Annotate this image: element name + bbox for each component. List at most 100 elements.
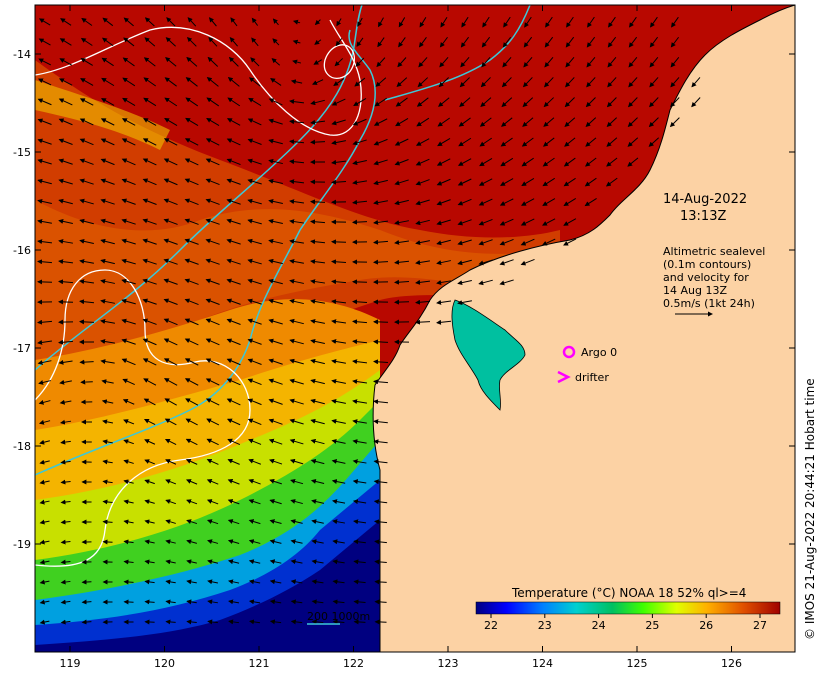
velocity-arrow (352, 359, 368, 365)
velocity-arrow (58, 118, 73, 126)
velocity-arrow (144, 479, 155, 485)
velocity-arrow (373, 359, 389, 365)
velocity-arrow (38, 58, 52, 66)
velocity-arrow (102, 499, 113, 505)
velocity-arrow (101, 379, 114, 385)
velocity-arrow (564, 117, 576, 127)
velocity-arrow (37, 198, 52, 204)
velocity-arrow (457, 158, 472, 166)
velocity-arrow (100, 178, 115, 185)
velocity-arrow (606, 157, 618, 167)
velocity-arrow (143, 57, 156, 67)
velocity-arrow (144, 37, 156, 47)
velocity-arrow (270, 77, 282, 86)
velocity-arrow (311, 619, 324, 625)
velocity-arrow (565, 56, 575, 68)
velocity-arrow (395, 97, 408, 107)
velocity-arrow (184, 338, 199, 346)
velocity-arrow (289, 99, 305, 105)
velocity-arrow (102, 419, 114, 425)
velocity-arrow (585, 117, 597, 127)
velocity-vectors (37, 16, 701, 625)
credit-text: © IMOS 21-Aug-2022 20:44:21 Hobart time (803, 378, 817, 640)
velocity-arrow (80, 57, 93, 66)
velocity-arrow (398, 17, 406, 28)
velocity-arrow (457, 280, 472, 286)
lon-tick-label: 126 (721, 657, 742, 670)
velocity-arrow (100, 98, 115, 106)
velocity-arrow (229, 37, 238, 47)
velocity-arrow (524, 16, 532, 28)
lat-tick-label: -18 (13, 440, 31, 453)
velocity-arrow (121, 118, 136, 126)
velocity-arrow (670, 36, 679, 48)
velocity-arrow (269, 499, 282, 505)
velocity-arrow (290, 478, 304, 485)
velocity-arrow (79, 138, 94, 146)
velocity-arrow (227, 559, 240, 565)
velocity-arrow (247, 358, 262, 365)
velocity-arrow (436, 239, 451, 246)
velocity-arrow (290, 619, 303, 625)
velocity-arrow (331, 259, 347, 265)
velocity-arrow (480, 77, 491, 88)
velocity-arrow (355, 57, 365, 67)
velocity-arrow (457, 198, 472, 206)
lat-tick-label: -16 (13, 244, 31, 257)
velocity-arrow (79, 259, 94, 264)
velocity-arrow (205, 358, 220, 366)
drifter-marker-icon (557, 370, 571, 384)
velocity-arrow (144, 539, 155, 545)
velocity-arrow (606, 97, 617, 108)
velocity-arrow (353, 519, 367, 525)
velocity-arrow (331, 339, 346, 344)
velocity-arrow (184, 238, 199, 245)
velocity-arrow (184, 278, 199, 285)
velocity-arrow (289, 179, 305, 185)
velocity-arrow (542, 198, 556, 206)
velocity-arrow (37, 98, 52, 106)
velocity-arrow (544, 36, 554, 48)
velocity-arrow (648, 137, 660, 147)
velocity-arrow (289, 159, 305, 165)
velocity-arrow (142, 138, 157, 146)
velocity-arrow (502, 56, 512, 68)
velocity-arrow (248, 539, 261, 545)
velocity-arrow (142, 218, 157, 225)
velocity-arrow (185, 418, 198, 426)
velocity-arrow (58, 198, 73, 205)
velocity-arrow (186, 499, 198, 505)
velocity-arrow (163, 178, 178, 186)
velocity-arrow (166, 17, 176, 27)
velocity-arrow (226, 258, 241, 265)
velocity-arrow (142, 338, 157, 346)
velocity-arrow (331, 140, 346, 146)
velocity-arrow (331, 159, 347, 165)
velocity-arrow (479, 157, 493, 167)
velocity-arrow (585, 97, 596, 108)
colorbar-ticks: 22 23 24 25 26 27 (484, 614, 767, 632)
velocity-arrow (272, 38, 280, 46)
velocity-arrow (207, 56, 219, 67)
velocity-arrow (102, 479, 113, 485)
velocity-arrow (332, 579, 345, 585)
velocity-arrow (415, 279, 431, 285)
velocity-arrow (586, 56, 596, 68)
velocity-arrow (353, 559, 366, 565)
velocity-arrow (226, 378, 241, 386)
velocity-arrow (373, 339, 389, 345)
velocity-arrow (248, 77, 261, 87)
velocity-arrow (478, 198, 493, 206)
velocity-arrow (165, 519, 176, 525)
velocity-arrow (543, 117, 555, 127)
velocity-arrow (248, 519, 261, 525)
velocity-arrow (586, 77, 596, 88)
velocity-arrow (563, 177, 576, 187)
velocity-arrow (123, 439, 134, 445)
sst-field-deep-blue (35, 520, 380, 652)
velocity-arrow (523, 56, 533, 68)
velocity-arrow (123, 479, 134, 485)
velocity-arrow (395, 118, 409, 127)
velocity-arrow (37, 239, 53, 245)
colorbar-tick-label: 23 (538, 619, 552, 632)
